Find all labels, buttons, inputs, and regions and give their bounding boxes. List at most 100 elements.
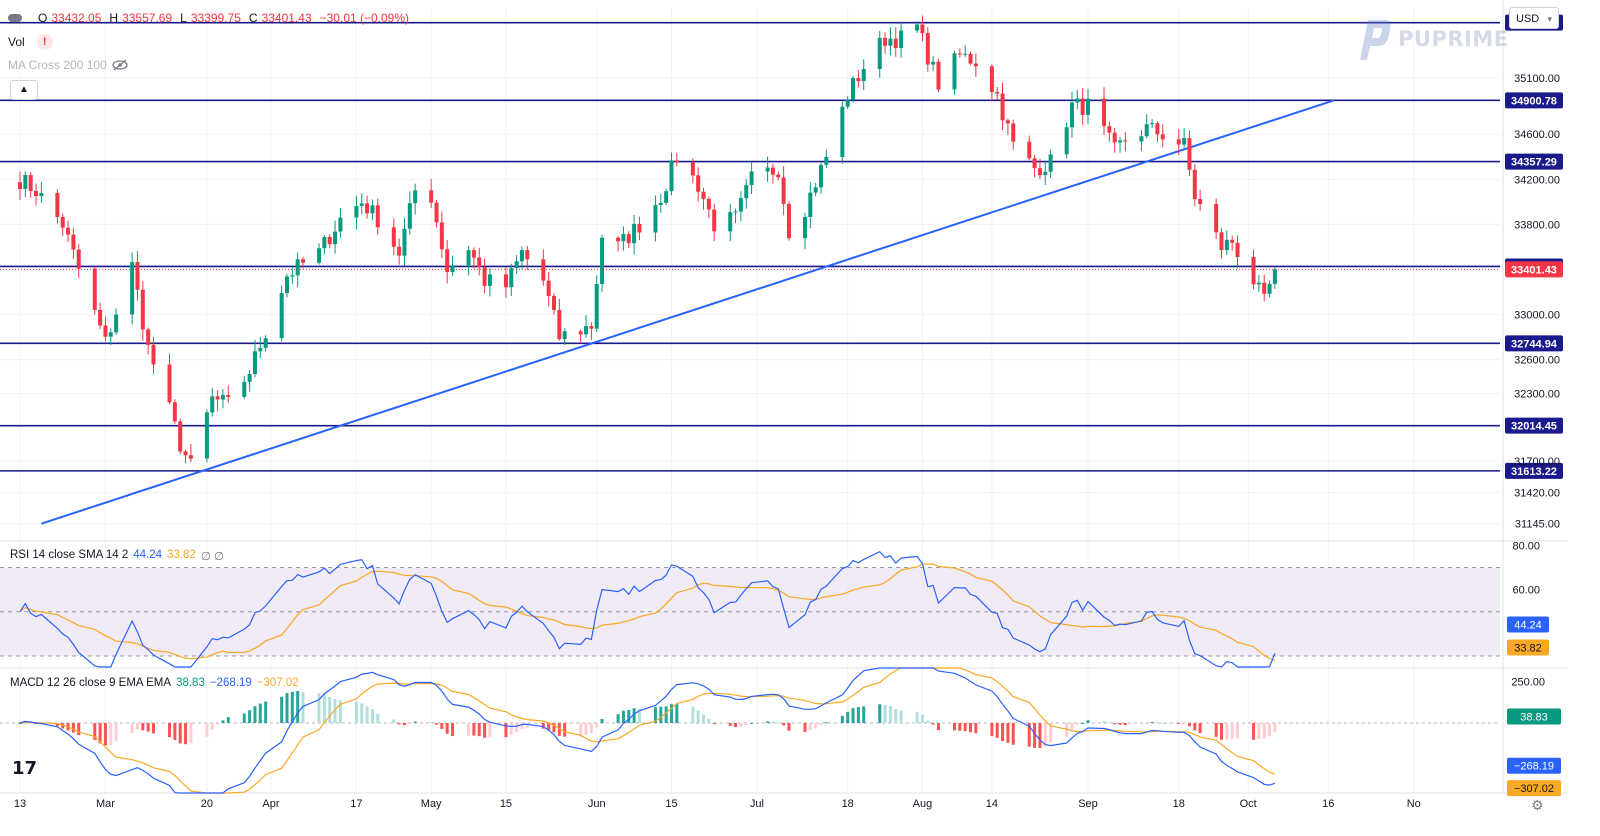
candle-body — [188, 455, 193, 459]
time-tick-label: Oct — [1240, 798, 1257, 810]
macd-histogram-bar — [242, 713, 246, 723]
candle-body — [776, 174, 781, 178]
ma-cross-legend[interactable]: MA Cross 200 100 — [8, 57, 129, 73]
macd-histogram-bar — [899, 710, 903, 723]
candle-body — [936, 61, 941, 90]
candle-body — [728, 212, 733, 232]
time-tick-label: Sep — [1078, 798, 1098, 810]
candle-body — [1037, 168, 1042, 176]
candle-body — [477, 257, 482, 268]
macd-histogram-bar — [744, 723, 748, 725]
candle-body — [733, 211, 738, 213]
macd-histogram-bar — [712, 723, 716, 725]
candle-body — [1187, 138, 1192, 170]
macd-histogram-bar — [787, 723, 791, 731]
price-tick-label: 31145.00 — [1515, 519, 1560, 531]
macd-histogram-bar — [189, 723, 193, 744]
macd-histogram-bar — [168, 723, 172, 738]
macd-histogram-bar — [280, 696, 284, 723]
candle-body — [770, 167, 775, 175]
time-tick-label: Jun — [588, 798, 606, 810]
last-price-label: 33401.43 — [1511, 264, 1557, 276]
candle-body — [60, 217, 65, 228]
macd-histogram-bar — [328, 696, 332, 723]
macd-histogram-bar — [322, 694, 326, 723]
tradingview-logo: 17 — [12, 758, 38, 779]
macd-histogram-bar — [1262, 723, 1266, 739]
rsi-value-tag — [1507, 616, 1549, 633]
candle-body — [1182, 138, 1187, 145]
candle-body — [786, 203, 791, 239]
macd-histogram-bar — [1230, 723, 1234, 739]
macd-histogram-bar — [846, 711, 850, 723]
macd-histogram-bar — [814, 723, 818, 729]
collapse-legend-button[interactable]: ▲ — [10, 80, 38, 100]
macd-line — [19, 667, 1276, 794]
macd-histogram-bar — [1257, 723, 1261, 740]
level-label: 32744.94 — [1511, 338, 1558, 350]
candle-body — [295, 259, 300, 276]
candle-body — [1027, 141, 1032, 159]
candle-body — [541, 259, 546, 281]
candle-body — [413, 190, 418, 204]
candle-body — [1219, 232, 1224, 251]
brand-mark-icon — [1360, 20, 1391, 60]
macd-histogram-bar — [771, 721, 775, 723]
hidden-eye-icon[interactable] — [111, 59, 129, 71]
ohlc-open: 33432.05 — [51, 11, 102, 25]
macd-histogram-bar — [600, 719, 604, 723]
macd-histogram-bar — [584, 723, 588, 735]
settings-gear-icon[interactable]: ⚙ — [1531, 797, 1544, 813]
rsi-sma-tag — [1507, 639, 1549, 656]
macd-histogram-bar — [1155, 722, 1159, 724]
macd-histogram-bar — [995, 723, 999, 738]
candle-body — [487, 274, 492, 286]
macd-histogram-bar — [702, 714, 706, 723]
macd-pane — [0, 667, 1500, 794]
candle-body — [562, 331, 567, 340]
candle-body — [899, 30, 904, 48]
macd-histogram-bar — [77, 723, 81, 736]
macd-histogram-bar — [184, 723, 188, 745]
macd-tick-label: 250.00 — [1511, 676, 1545, 688]
macd-histogram-bar — [547, 723, 551, 731]
candle-body — [525, 250, 530, 260]
candle-body — [1080, 98, 1085, 115]
candle-body — [781, 177, 786, 204]
candle-body — [696, 175, 701, 192]
price-chart[interactable]: 35589.9934900.7834357.2933426.8432744.94… — [0, 0, 1568, 819]
candle-body — [151, 344, 156, 365]
macd-histogram-bar — [488, 723, 492, 738]
currency-selector[interactable]: USD ▾ — [1509, 7, 1559, 29]
macd-histogram-bar — [205, 723, 209, 737]
macd-histogram-bar — [669, 704, 673, 723]
candle-body — [637, 223, 642, 233]
macd-histogram-bar — [402, 723, 406, 726]
time-tick-label: Aug — [913, 798, 933, 810]
alert-icon[interactable]: ! — [36, 34, 53, 50]
candle-body — [616, 237, 621, 242]
candle-body — [76, 249, 81, 269]
candle-body — [1230, 239, 1235, 243]
candle-body — [1102, 98, 1107, 127]
macd-histogram-bar — [1075, 723, 1079, 725]
candle-body — [1251, 256, 1256, 285]
macd-histogram-bar — [445, 723, 449, 734]
macd-histogram-bar — [739, 723, 743, 727]
candle-body — [1198, 199, 1203, 205]
macd-histogram-bar — [616, 714, 620, 723]
candle-body — [1048, 154, 1053, 172]
macd-histogram-bar — [915, 711, 919, 723]
candle-body — [1144, 124, 1149, 137]
ohlc-low-label: L — [180, 11, 187, 25]
grid — [0, 0, 1568, 794]
macd-histogram-bar — [1027, 723, 1031, 747]
macd-histogram-bar — [862, 706, 866, 723]
volume-legend[interactable]: Vol ! — [8, 34, 53, 50]
macd-histogram-bar — [333, 698, 337, 723]
macd-histogram-bar — [1193, 723, 1197, 731]
macd-histogram-bar — [750, 722, 754, 724]
time-tick-label: 14 — [986, 798, 998, 810]
macd-histogram-bar — [354, 701, 358, 723]
macd-histogram-bar — [1177, 723, 1181, 724]
